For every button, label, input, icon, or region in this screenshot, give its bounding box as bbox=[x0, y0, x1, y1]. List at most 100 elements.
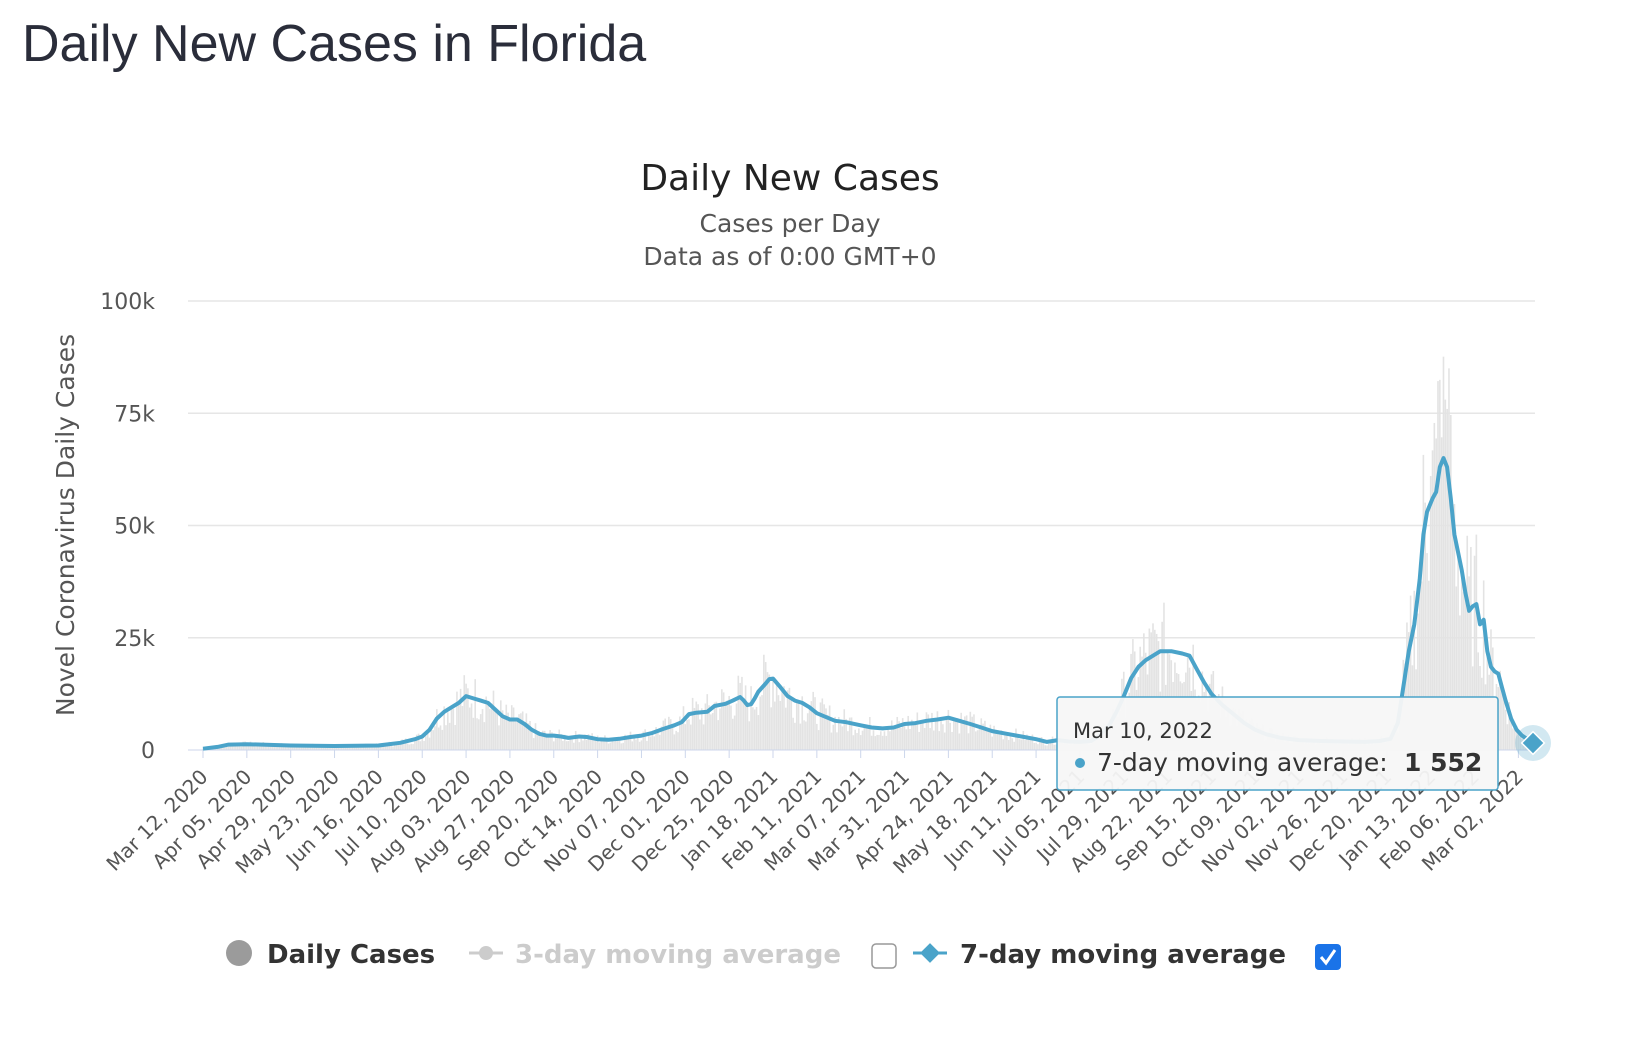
daily-cases-bar bbox=[1143, 633, 1145, 750]
daily-cases-bar bbox=[892, 727, 895, 750]
legend-item-7-day-moving-average[interactable]: 7-day moving average bbox=[913, 940, 1286, 970]
legend-item-3-day-moving-average[interactable]: 3-day moving average bbox=[469, 940, 841, 970]
daily-cases-bar bbox=[655, 727, 657, 750]
daily-cases-bar bbox=[898, 721, 900, 750]
y-tick-label: 100k bbox=[100, 290, 155, 315]
daily-cases-bar bbox=[746, 706, 749, 750]
daily-cases-bar bbox=[741, 676, 743, 750]
daily-cases-bar bbox=[282, 746, 285, 750]
daily-cases-bar bbox=[969, 711, 972, 750]
checkbox-7-day-moving-average[interactable] bbox=[1315, 944, 1341, 970]
checkbox-3-day-moving-average[interactable] bbox=[871, 943, 897, 969]
daily-cases-bar bbox=[900, 727, 902, 750]
legend: Daily Cases 3-day moving average 7-day m… bbox=[226, 940, 1341, 970]
daily-cases-bar bbox=[943, 732, 946, 750]
daily-cases-bar bbox=[1451, 527, 1454, 750]
daily-cases-bar bbox=[903, 724, 906, 750]
daily-cases-bar bbox=[710, 714, 712, 750]
daily-cases-bar bbox=[479, 714, 482, 750]
daily-cases-bar bbox=[432, 730, 434, 750]
daily-cases-bar bbox=[439, 725, 442, 750]
daily-cases-bar bbox=[1442, 356, 1445, 750]
daily-cases-bar bbox=[883, 731, 886, 750]
series-line-7-day-moving-average[interactable] bbox=[202, 456, 1535, 751]
daily-cases-bar bbox=[1409, 595, 1412, 750]
daily-cases-bar bbox=[1517, 730, 1520, 750]
y-tick-label: 25k bbox=[114, 627, 155, 652]
checkbox-7-day-box bbox=[1315, 944, 1341, 970]
daily-cases-bar bbox=[525, 713, 528, 750]
daily-cases-bar bbox=[514, 721, 517, 750]
hover-point-marker[interactable] bbox=[1515, 725, 1551, 762]
daily-cases-bar bbox=[717, 720, 719, 750]
daily-cases-bar bbox=[914, 723, 917, 750]
daily-cases-bar bbox=[719, 708, 721, 750]
daily-cases-bar bbox=[613, 741, 615, 750]
daily-cases-bar bbox=[790, 697, 793, 750]
daily-cases-bar bbox=[748, 721, 751, 750]
daily-cases-bar bbox=[618, 740, 621, 750]
daily-cases-bar bbox=[808, 709, 811, 750]
daily-cases-bar bbox=[556, 736, 559, 750]
daily-cases-bar bbox=[706, 694, 709, 750]
daily-cases-bar bbox=[1027, 736, 1030, 750]
daily-cases-bar bbox=[713, 702, 716, 750]
daily-cases-bar bbox=[700, 708, 703, 750]
daily-cases-bar bbox=[419, 741, 422, 750]
daily-cases-bar bbox=[1519, 737, 1522, 750]
daily-cases-bar bbox=[934, 720, 937, 750]
daily-cases-bar bbox=[1029, 739, 1032, 750]
daily-cases-bar bbox=[1161, 621, 1163, 750]
legend-marker-daily-cases bbox=[226, 940, 252, 966]
daily-cases-bar bbox=[1040, 737, 1043, 750]
legend-item-daily-cases[interactable]: Daily Cases bbox=[226, 940, 435, 970]
daily-cases-bar bbox=[275, 745, 277, 750]
daily-cases-bar bbox=[781, 686, 783, 750]
daily-cases-bar bbox=[660, 726, 663, 750]
daily-cases-bar bbox=[426, 731, 429, 750]
daily-cases-bar bbox=[896, 716, 899, 750]
daily-cases-bar bbox=[1055, 744, 1057, 750]
y-axis-label: Novel Coronavirus Daily Cases bbox=[51, 334, 80, 716]
daily-cases-bar bbox=[470, 703, 473, 750]
daily-cases-bar bbox=[582, 740, 584, 750]
daily-cases-bar bbox=[984, 720, 986, 750]
daily-cases-bar bbox=[505, 704, 508, 750]
daily-cases-bar bbox=[777, 695, 780, 750]
daily-cases-bar bbox=[699, 719, 701, 750]
daily-cases-bar bbox=[490, 703, 493, 750]
daily-cases-bar bbox=[1424, 502, 1427, 750]
daily-cases-bar bbox=[1031, 734, 1034, 750]
daily-cases-bar bbox=[574, 730, 577, 750]
daily-cases-bar bbox=[563, 734, 566, 750]
daily-cases-bar bbox=[704, 703, 707, 750]
daily-cases-bar bbox=[317, 745, 319, 750]
daily-cases-bar bbox=[626, 737, 628, 750]
daily-cases-bar bbox=[1013, 741, 1015, 750]
daily-cases-bar bbox=[202, 748, 204, 750]
daily-cases-bar bbox=[637, 737, 639, 750]
daily-cases-bar bbox=[697, 704, 699, 750]
daily-cases-bar bbox=[879, 731, 882, 750]
daily-cases-bar bbox=[1148, 628, 1151, 750]
daily-cases-bar bbox=[381, 744, 383, 750]
daily-cases-bar bbox=[415, 734, 418, 750]
daily-cases-bar bbox=[253, 744, 255, 750]
daily-cases-bar bbox=[722, 692, 725, 750]
daily-cases-bar bbox=[227, 744, 230, 750]
daily-cases-bar bbox=[817, 730, 820, 750]
daily-cases-bar bbox=[551, 732, 553, 750]
daily-cases-bar bbox=[922, 723, 924, 750]
daily-cases-bar bbox=[640, 740, 643, 750]
daily-cases-bar bbox=[987, 731, 990, 750]
daily-cases-bar bbox=[728, 695, 730, 750]
daily-cases-bar bbox=[499, 700, 502, 750]
daily-cases-bar bbox=[538, 731, 540, 750]
daily-cases-bar bbox=[680, 719, 683, 750]
daily-cases-bar bbox=[1490, 629, 1492, 750]
daily-cases-bar bbox=[942, 724, 944, 750]
daily-cases-bar bbox=[456, 691, 458, 750]
daily-cases-bar bbox=[353, 746, 356, 750]
daily-cases-bars bbox=[202, 356, 1534, 750]
